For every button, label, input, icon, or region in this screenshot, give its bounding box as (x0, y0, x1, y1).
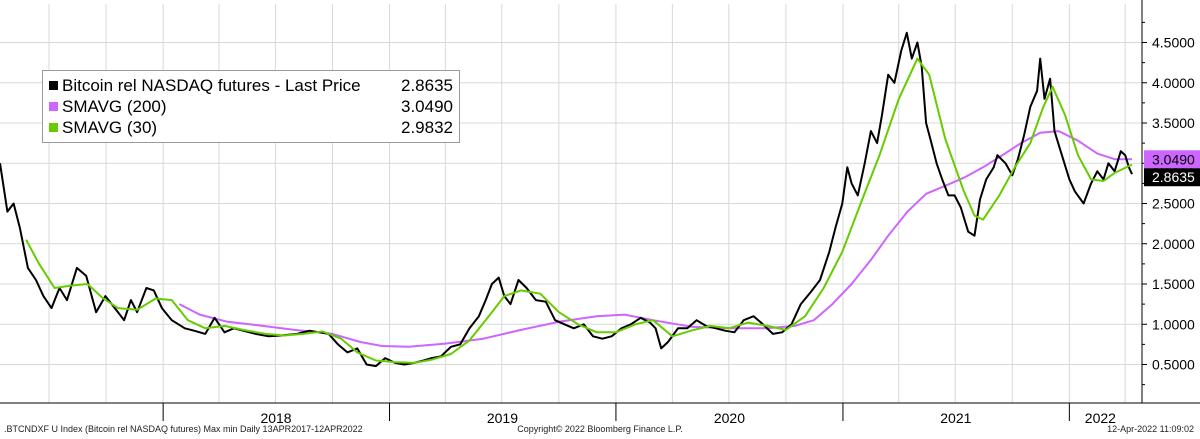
footer-timestamp: 12-Apr-2022 11:09:02 (1107, 424, 1194, 434)
legend-label: Bitcoin rel NASDAQ futures - Last Price (62, 76, 361, 95)
last-value-labels: 3.0490 2.8635 (1144, 150, 1200, 187)
legend-item-sma30: SMAVG (30) 2.9832 (49, 117, 453, 138)
y-tick-label: 2.5000 (1152, 196, 1195, 212)
legend-item-price: Bitcoin rel NASDAQ futures - Last Price … (49, 75, 453, 96)
legend-swatch-sma30 (49, 123, 58, 132)
x-tick-label: 2022 (1085, 410, 1116, 426)
legend-item-sma200: SMAVG (200) 3.0490 (49, 96, 453, 117)
legend-value: 2.8635 (401, 76, 453, 95)
grid-lines (0, 4, 1142, 403)
legend-value: 2.9832 (401, 118, 453, 137)
legend-value: 3.0490 (401, 97, 453, 116)
series-sma200-line (178, 130, 1133, 348)
y-tick-label: 1.0000 (1152, 316, 1195, 332)
y-tick-label: 4.0000 (1152, 75, 1195, 91)
x-tick-label: 2018 (260, 410, 291, 426)
x-tick-label: 2020 (714, 410, 745, 426)
last-value-sma200: 3.0490 (1152, 151, 1195, 167)
footer-left: .BTCNDXF U Index (Bitcoin rel NASDAQ fut… (4, 424, 363, 434)
y-tick-label: 0.5000 (1152, 357, 1195, 373)
y-tick-label: 2.0000 (1152, 236, 1195, 252)
last-value-sma200-bg (1144, 150, 1200, 169)
y-tick-label: 4.5000 (1152, 35, 1195, 51)
legend-swatch-price (49, 81, 58, 90)
y-tick-label: 3.5000 (1152, 115, 1195, 131)
legend-label: SMAVG (30) (62, 118, 158, 137)
footer-copyright: Copyright© 2022 Bloomberg Finance L.P. (517, 424, 683, 434)
series-price-line (0, 31, 1133, 368)
y-tick-label: 1.5000 (1152, 276, 1195, 292)
series-lines (0, 31, 1133, 368)
last-value-price-bg (1144, 168, 1200, 187)
legend-label: SMAVG (200) (62, 97, 167, 116)
legend-swatch-sma200 (49, 102, 58, 111)
axes: 0.50001.00001.50002.00002.50003.00003.50… (0, 0, 1200, 426)
x-tick-label: 2019 (487, 410, 518, 426)
legend: Bitcoin rel NASDAQ futures - Last Price … (42, 70, 460, 143)
series-sma30-line (25, 57, 1133, 364)
last-value-price: 2.8635 (1152, 169, 1195, 185)
x-tick-label: 2021 (940, 410, 971, 426)
